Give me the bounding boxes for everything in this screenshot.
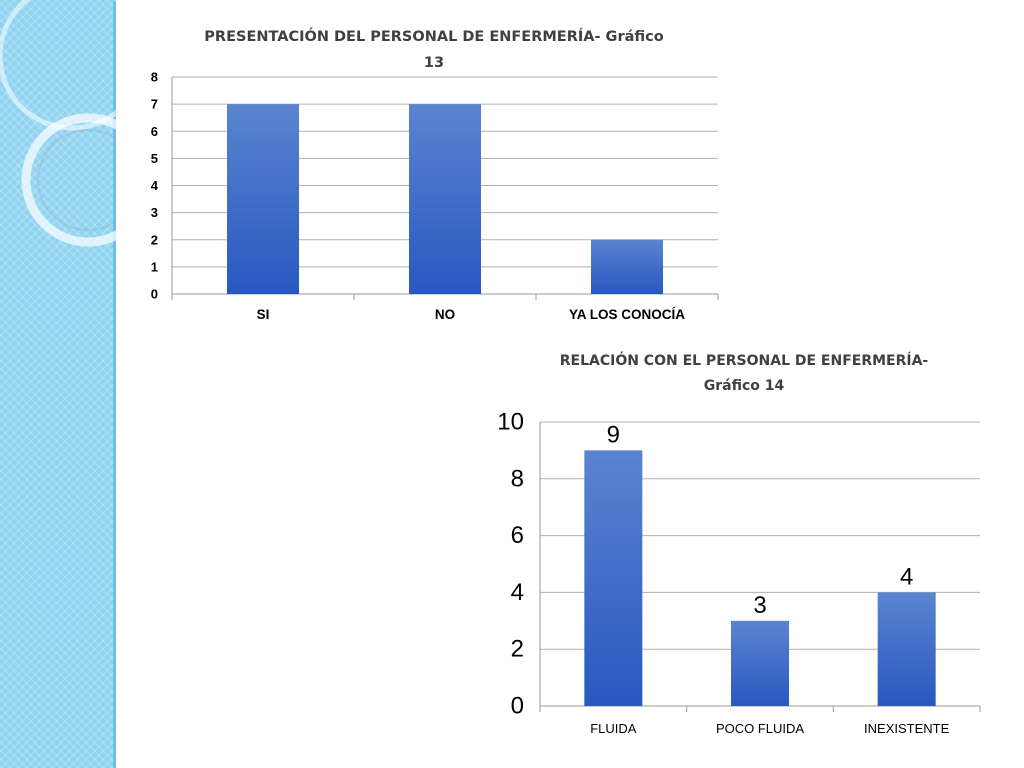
- c1-y-tick-label: 8: [151, 70, 158, 85]
- c2-x-tick-label: INEXISTENTE: [864, 721, 950, 736]
- c1-x-tick-label: NO: [435, 307, 455, 322]
- decorative-rings: [0, 0, 116, 247]
- c2-y-tick-label: 4: [511, 579, 524, 606]
- chart1-y-ticks: 0 1 2 3 4 5 6 7 8: [151, 70, 159, 302]
- chart2-x-ticks: FLUIDA POCO FLUIDA INEXISTENTE: [590, 721, 949, 736]
- c2-data-label: 3: [753, 592, 766, 619]
- chart2-y-ticks: 0 2 4 6 8 10: [497, 409, 524, 720]
- decorative-ring-small-inner: [37, 129, 116, 231]
- chart1-title-line1: PRESENTACIÓN DEL PERSONAL DE ENFERMERÍA-…: [204, 27, 663, 45]
- c2-bar: [731, 620, 789, 706]
- c2-x-tick-label: POCO FLUIDA: [716, 721, 804, 736]
- c2-data-label: 4: [900, 563, 913, 590]
- chart2-title-line1: RELACIÓN CON EL PERSONAL DE ENFERMERÍA-: [560, 351, 929, 369]
- chart1-x-ticks: SI NO YA LOS CONOCÍA: [257, 307, 686, 322]
- c2-bar: [877, 592, 936, 706]
- c1-x-tick-label: SI: [257, 307, 270, 322]
- c1-y-tick-label: 7: [151, 97, 158, 112]
- c2-x-tick-label: FLUIDA: [590, 721, 637, 736]
- c2-y-tick-label: 0: [511, 693, 524, 720]
- chart2-data-labels: 9 3 4: [607, 421, 914, 618]
- c2-y-tick-label: 10: [497, 409, 524, 436]
- c1-y-tick-label: 1: [151, 259, 158, 274]
- c2-y-tick-label: 2: [511, 636, 524, 663]
- c1-y-tick-label: 2: [151, 232, 158, 247]
- chart1-title-line2: 13: [424, 55, 444, 71]
- chart-relacion: RELACIÓN CON EL PERSONAL DE ENFERMERÍA- …: [497, 351, 981, 736]
- c1-bar: [227, 104, 299, 294]
- side-band-edge: [113, 0, 116, 768]
- c2-data-label: 9: [607, 421, 620, 448]
- c1-y-tick-label: 0: [151, 287, 158, 302]
- c2-bar: [584, 450, 643, 706]
- c1-bar: [409, 104, 481, 294]
- decorative-ring-large: [0, 0, 116, 131]
- decorative-ring-small: [21, 113, 116, 247]
- chart2-title-line2: Gráfico 14: [704, 378, 785, 394]
- c1-bar: [591, 239, 663, 294]
- c1-y-tick-label: 4: [151, 178, 159, 193]
- c1-x-tick-label: YA LOS CONOCÍA: [569, 307, 685, 322]
- c1-y-tick-label: 6: [151, 124, 158, 139]
- chart2-bars: [584, 450, 936, 706]
- chart1-bars: [227, 104, 663, 294]
- c1-y-tick-label: 3: [151, 205, 158, 220]
- chart-presentacion: PRESENTACIÓN DEL PERSONAL DE ENFERMERÍA-…: [151, 27, 719, 322]
- c2-y-tick-label: 6: [511, 522, 524, 549]
- c1-y-tick-label: 5: [151, 151, 158, 166]
- c2-y-tick-label: 8: [511, 465, 524, 492]
